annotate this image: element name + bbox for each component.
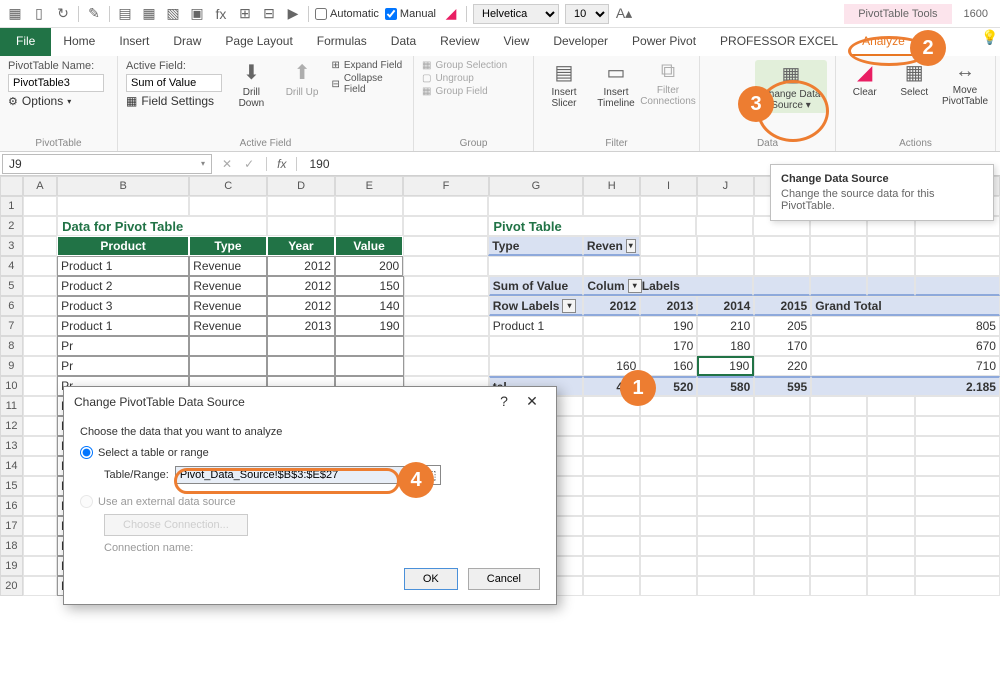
group-selection-button[interactable]: ▦Group Selection: [422, 60, 507, 71]
insert-slicer-button[interactable]: ▤Insert Slicer: [542, 60, 586, 109]
insert-timeline-button[interactable]: ▭Insert Timeline: [594, 60, 638, 109]
tab-review[interactable]: Review: [428, 28, 491, 56]
badge-2: 2: [910, 30, 946, 66]
enter-formula-icon[interactable]: ✓: [238, 157, 260, 171]
move-pivottable-button[interactable]: ↔Move PivotTable: [943, 60, 987, 107]
change-data-source-tooltip: Change Data Source Change the source dat…: [770, 164, 994, 221]
options-button[interactable]: ⚙Options▾: [8, 94, 71, 108]
file-tab[interactable]: File: [0, 28, 51, 56]
tab-view[interactable]: View: [492, 28, 542, 56]
group-field-button[interactable]: ▦Group Field: [422, 86, 507, 97]
external-source-radio[interactable]: Use an external data source: [80, 495, 540, 508]
tab-data[interactable]: Data: [379, 28, 428, 56]
group-group-label: Group: [422, 138, 525, 149]
fn-icon[interactable]: fx: [212, 5, 230, 23]
doc-icon[interactable]: ▤: [116, 5, 134, 23]
font-size-select[interactable]: 10: [565, 4, 609, 24]
change-data-source-dialog: Change PivotTable Data Source ? ✕ Choose…: [63, 386, 557, 605]
lightbulb-icon[interactable]: 💡: [980, 28, 1000, 46]
zoom-label: 1600: [958, 8, 994, 20]
table-icon[interactable]: ▦: [140, 5, 158, 23]
tab-page-layout[interactable]: Page Layout: [213, 28, 304, 56]
tab-home[interactable]: Home: [51, 28, 107, 56]
tab-developer[interactable]: Developer: [541, 28, 620, 56]
filter-connections-button[interactable]: ⧉Filter Connections: [646, 60, 690, 107]
edit-icon[interactable]: ✎: [85, 5, 103, 23]
ok-button[interactable]: OK: [404, 568, 458, 590]
data-group-label: Data: [708, 138, 827, 149]
font-grow-icon[interactable]: A▴: [615, 5, 633, 23]
pivottable-tools-label: PivotTable Tools: [844, 4, 951, 24]
badge-3: 3: [738, 86, 774, 122]
dialog-close-button[interactable]: ✕: [518, 393, 546, 410]
dialog-help-button[interactable]: ?: [490, 393, 518, 410]
font-name-select[interactable]: Helvetica: [473, 4, 559, 24]
dialog-title: Change PivotTable Data Source: [74, 395, 245, 409]
tab-draw[interactable]: Draw: [161, 28, 213, 56]
pivottable-name-input[interactable]: [8, 74, 104, 92]
quick-access-toolbar: ▦ ▯ ↻ ✎ ▤ ▦ ▧ ▣ fx ⊞ ⊟ ▶ Automatic Manua…: [0, 0, 1000, 28]
table-range-label: Table/Range:: [104, 469, 169, 481]
filter-group-label: Filter: [542, 138, 691, 149]
drill-down-button[interactable]: ⬇Drill Down: [230, 60, 273, 109]
tab-formulas[interactable]: Formulas: [305, 28, 379, 56]
cancel-formula-icon[interactable]: ✕: [216, 157, 238, 171]
select-table-radio[interactable]: Select a table or range: [80, 446, 540, 459]
tooltip-body: Change the source data for this PivotTab…: [781, 188, 983, 212]
badge-4: 4: [398, 462, 434, 498]
ribbon: PivotTable Name: ⚙Options▾ PivotTable Ac…: [0, 56, 1000, 152]
eraser-icon[interactable]: ◢: [442, 5, 460, 23]
drill-up-button[interactable]: ⬆Drill Up: [281, 60, 324, 98]
macro-icon[interactable]: ▶: [284, 5, 302, 23]
tab-power-pivot[interactable]: Power Pivot: [620, 28, 708, 56]
active-field-input[interactable]: [126, 74, 222, 92]
badge-1: 1: [620, 370, 656, 406]
tooltip-title: Change Data Source: [781, 173, 983, 185]
name-box[interactable]: J9▾: [2, 154, 212, 174]
expand-field-button[interactable]: ⊞Expand Field: [331, 60, 405, 71]
dialog-instruction: Choose the data that you want to analyze: [80, 426, 540, 438]
connection-name-label: Connection name:: [80, 542, 540, 554]
clipboard-icon[interactable]: ▯: [30, 5, 48, 23]
tab-professor-excel[interactable]: PROFESSOR EXCEL: [708, 28, 850, 56]
collapse-field-button[interactable]: ⊟Collapse Field: [331, 73, 405, 95]
manual-checkbox[interactable]: Manual: [385, 8, 436, 20]
tab-insert[interactable]: Insert: [107, 28, 161, 56]
active-field-label: Active Field:: [126, 60, 222, 72]
actions-group-label: Actions: [844, 138, 987, 149]
active-field-group-label: Active Field: [126, 138, 405, 149]
fx-icon[interactable]: fx: [266, 157, 297, 171]
pivot-icon[interactable]: ▣: [188, 5, 206, 23]
pivottable-name-label: PivotTable Name:: [8, 60, 94, 72]
automatic-checkbox[interactable]: Automatic: [315, 8, 379, 20]
chart-icon[interactable]: ▧: [164, 5, 182, 23]
save-icon[interactable]: ▦: [6, 5, 24, 23]
choose-connection-button[interactable]: Choose Connection...: [104, 514, 248, 536]
ungroup-icon[interactable]: ⊟: [260, 5, 278, 23]
field-settings-button[interactable]: ▦Field Settings: [126, 94, 222, 108]
clear-button[interactable]: ◢Clear: [844, 60, 886, 98]
refresh-icon[interactable]: ↻: [54, 5, 72, 23]
cancel-button[interactable]: Cancel: [468, 568, 540, 590]
ungroup-button[interactable]: ▢Ungroup: [422, 73, 507, 84]
group-icon[interactable]: ⊞: [236, 5, 254, 23]
pivottable-group-label: PivotTable: [8, 138, 109, 149]
